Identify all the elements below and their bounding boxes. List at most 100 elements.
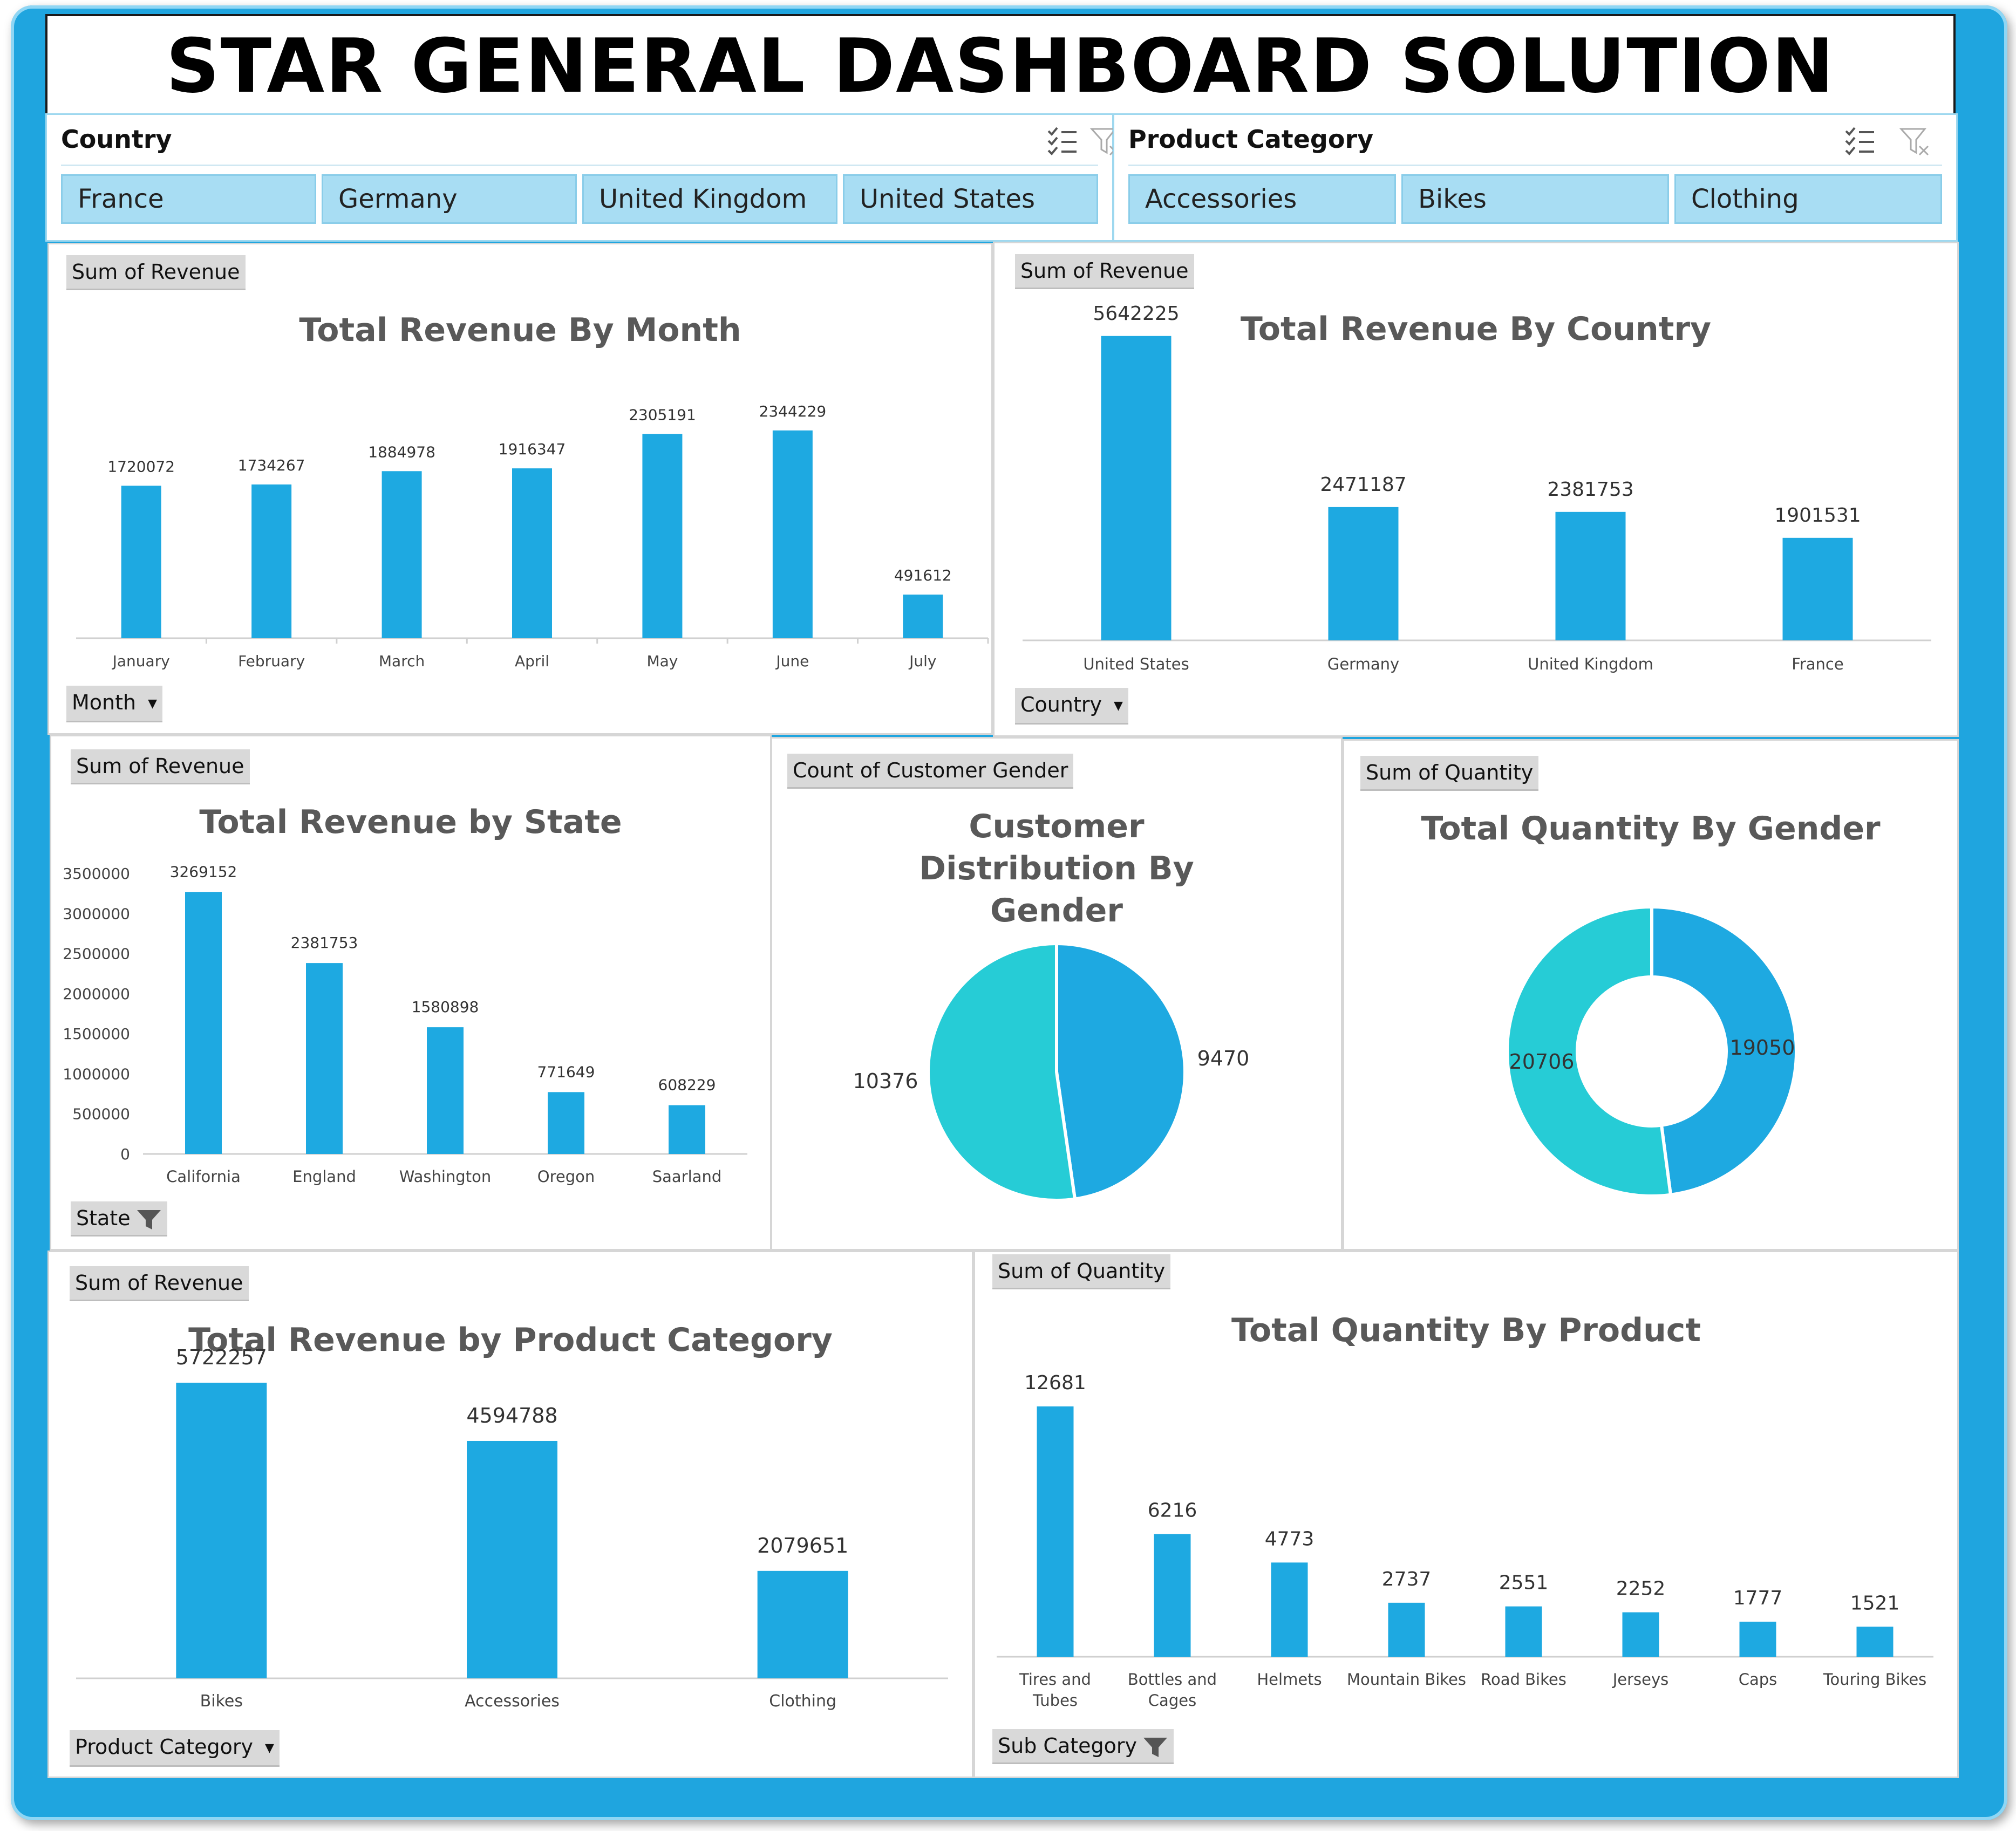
slicer-item-clothing[interactable]: Clothing bbox=[1674, 174, 1942, 224]
x-tick-label: May bbox=[646, 652, 678, 670]
x-tick-label: Road Bikes bbox=[1481, 1670, 1567, 1689]
product-category-slicer: Product Category Accessories Bikes Cloth… bbox=[1113, 113, 1958, 242]
bar bbox=[467, 1440, 557, 1678]
pie-slice bbox=[1506, 905, 1673, 1198]
title-banner: STAR GENERAL DASHBOARD SOLUTION bbox=[45, 14, 1956, 114]
x-tick-label: France bbox=[1792, 655, 1843, 673]
value-field-tag[interactable]: Sum of Quantity bbox=[1360, 756, 1539, 791]
y-tick-label: 3500000 bbox=[63, 865, 130, 883]
bar bbox=[669, 1105, 705, 1154]
slicer-item-united-kingdom[interactable]: United Kingdom bbox=[582, 174, 837, 224]
bar bbox=[1505, 1606, 1542, 1657]
dropdown-icon: ▼ bbox=[1113, 699, 1123, 713]
x-tick-label: Germany bbox=[1327, 655, 1399, 673]
data-label: 1777 bbox=[1733, 1587, 1783, 1609]
bar bbox=[427, 1027, 464, 1154]
value-field-tag[interactable]: Sum of Revenue bbox=[1015, 254, 1194, 289]
bar bbox=[772, 430, 813, 638]
data-label: 1901531 bbox=[1774, 504, 1861, 527]
chart-title: Total Revenue by State bbox=[199, 803, 622, 841]
bar bbox=[176, 1383, 267, 1678]
value-field-tag[interactable]: Sum of Revenue bbox=[66, 255, 246, 290]
data-label: 2381753 bbox=[1547, 479, 1633, 501]
chart-title: Total Revenue by Product Category bbox=[188, 1321, 833, 1359]
month-field-button[interactable]: Month ▼ bbox=[66, 686, 163, 722]
y-tick-label: 1500000 bbox=[63, 1025, 130, 1043]
panel-quantity-by-product: Sum of Quantity Total Quantity By Produc… bbox=[973, 1251, 1959, 1778]
data-label: 1580898 bbox=[412, 998, 479, 1016]
x-tick-label: Caps bbox=[1739, 1670, 1777, 1689]
bar bbox=[642, 434, 683, 638]
slicer-item-united-states[interactable]: United States bbox=[843, 174, 1098, 224]
chart-title: Total Quantity By Product bbox=[1231, 1311, 1701, 1349]
data-label: 5642225 bbox=[1093, 303, 1179, 325]
x-tick-label: England bbox=[292, 1167, 356, 1186]
bar bbox=[1101, 336, 1172, 640]
value-field-label: Count of Customer Gender bbox=[793, 759, 1068, 782]
value-field-tag[interactable]: Count of Customer Gender bbox=[787, 754, 1074, 789]
x-tick-label: Jerseys bbox=[1612, 1670, 1669, 1689]
panel-revenue-by-month: Sum of Revenue Total Revenue By Month 17… bbox=[47, 243, 993, 735]
value-field-tag[interactable]: Sum of Revenue bbox=[70, 1266, 249, 1301]
bar bbox=[903, 595, 943, 638]
multi-select-icon[interactable] bbox=[1843, 125, 1877, 159]
field-button-label: Country bbox=[1020, 693, 1102, 716]
pie-slice bbox=[1650, 905, 1798, 1197]
bar bbox=[306, 963, 343, 1154]
pie-slice bbox=[927, 941, 1077, 1202]
x-tick-label: February bbox=[238, 652, 305, 670]
panel-customer-gender: Count of Customer Gender Customer Distri… bbox=[771, 737, 1343, 1251]
data-label: 2381753 bbox=[291, 934, 358, 952]
y-tick-label: 3000000 bbox=[63, 905, 130, 923]
x-tick-label: Accessories bbox=[465, 1692, 560, 1711]
x-tick-label: Washington bbox=[399, 1167, 491, 1186]
country-chart-svg: 5642225 United States 2471187 Germany 238175… bbox=[1023, 303, 1931, 673]
bar bbox=[251, 484, 292, 638]
category-chart-svg: 5722257 Bikes 4594788 Accessories 2079651 Clo… bbox=[76, 1345, 948, 1711]
slicer-item-france[interactable]: France bbox=[61, 174, 316, 224]
data-label: 12681 bbox=[1024, 1372, 1086, 1394]
product-category-field-button[interactable]: Product Category ▼ bbox=[70, 1730, 280, 1767]
data-label: 2252 bbox=[1616, 1578, 1666, 1600]
slicer-item-bikes[interactable]: Bikes bbox=[1401, 174, 1669, 224]
x-tick-label: United States bbox=[1083, 655, 1189, 673]
slicer-item-accessories[interactable]: Accessories bbox=[1128, 174, 1396, 224]
value-field-label: Sum of Revenue bbox=[76, 754, 244, 778]
x-tick-label: Bottles and bbox=[1128, 1670, 1217, 1689]
data-label: 771649 bbox=[537, 1063, 595, 1081]
bar bbox=[1856, 1627, 1894, 1657]
value-field-tag[interactable]: Sum of Quantity bbox=[992, 1254, 1171, 1289]
sub-category-field-button[interactable]: Sub Category bbox=[992, 1729, 1174, 1764]
data-label: 2471187 bbox=[1320, 474, 1406, 496]
filter-icon bbox=[1143, 1737, 1167, 1757]
x-tick-label: United Kingdom bbox=[1528, 655, 1653, 673]
field-button-label: Sub Category bbox=[998, 1734, 1137, 1758]
pie-slice bbox=[1055, 941, 1187, 1201]
value-field-label: Sum of Revenue bbox=[75, 1271, 243, 1295]
multi-select-icon[interactable] bbox=[1045, 125, 1080, 159]
product-chart-svg: 12681 Tires and Tubes 6216 Bottles and Cages 4… bbox=[997, 1372, 1933, 1710]
country-slicer-items: France Germany United Kingdom United Sta… bbox=[61, 174, 1098, 224]
country-slicer: Country France Germany United Kingdom Un… bbox=[45, 113, 1120, 242]
x-tick-label: Cages bbox=[1148, 1691, 1196, 1710]
slicer-item-germany[interactable]: Germany bbox=[322, 174, 577, 224]
panel-revenue-by-state: Sum of Revenue Total Revenue by State 0 5… bbox=[50, 735, 772, 1251]
data-label: 2551 bbox=[1499, 1572, 1549, 1594]
state-field-button[interactable]: State bbox=[71, 1201, 167, 1236]
data-label: 4773 bbox=[1265, 1528, 1315, 1550]
value-field-tag[interactable]: Sum of Revenue bbox=[71, 749, 250, 784]
value-field-label: Sum of Quantity bbox=[998, 1259, 1166, 1283]
data-label: 2344229 bbox=[759, 402, 827, 420]
x-tick-label: Helmets bbox=[1257, 1670, 1322, 1689]
y-tick-label: 2500000 bbox=[63, 945, 130, 963]
data-label: 2305191 bbox=[629, 406, 696, 423]
x-tick-label: June bbox=[775, 652, 809, 670]
clear-filter-icon[interactable] bbox=[1898, 125, 1932, 159]
bar bbox=[1037, 1406, 1074, 1657]
state-chart-svg: 0 500000 1000000 1500000 2000000 2500000 30000… bbox=[63, 863, 747, 1186]
data-label: 608229 bbox=[658, 1076, 716, 1094]
field-button-label: State bbox=[76, 1206, 131, 1230]
country-field-button[interactable]: Country ▼ bbox=[1015, 688, 1128, 725]
panel-quantity-by-gender: Sum of Quantity Total Quantity By Gender… bbox=[1343, 739, 1959, 1251]
data-label: 2737 bbox=[1382, 1568, 1432, 1590]
